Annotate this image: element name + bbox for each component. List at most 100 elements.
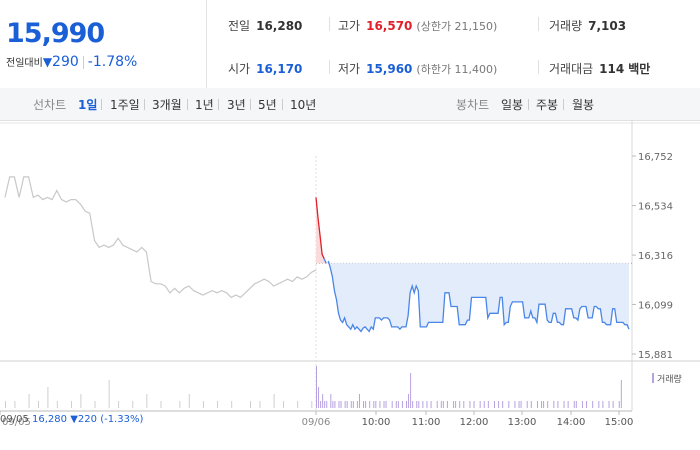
- volume-bar: [618, 401, 620, 408]
- volume-bar: [297, 401, 299, 408]
- candle-tab-monthly[interactable]: 월봉: [572, 98, 595, 112]
- volume-bar: [47, 387, 49, 408]
- volume-bar: [283, 401, 285, 408]
- volume-bar: [541, 401, 543, 408]
- down-triangle-icon: ▼: [70, 414, 78, 425]
- lower-limit: (하한가 11,400): [416, 63, 498, 76]
- volume-bar: [479, 401, 481, 408]
- volume-bar: [408, 394, 410, 408]
- change-row: 전일대비▼290 -1.78%: [6, 54, 137, 70]
- volume-bar: [375, 401, 377, 408]
- divider: [101, 99, 102, 110]
- volume-bar: [463, 401, 465, 408]
- period-tab-1d[interactable]: 1일: [78, 98, 98, 112]
- volume-bar: [311, 401, 313, 408]
- volume-legend-label: 거래량: [657, 373, 682, 385]
- volume-bar: [379, 401, 381, 408]
- quote-header: 15,990 전일대비▼290 -1.78% 전일 16,280 시가 16,170 …: [0, 0, 700, 89]
- volume-bar: [363, 401, 365, 408]
- volume-bar: [553, 401, 555, 408]
- volume-bar: [446, 401, 448, 408]
- divider: [282, 99, 283, 110]
- volume-bar: [514, 401, 516, 408]
- period-tab-3m[interactable]: 3개월: [152, 98, 182, 112]
- divider: [218, 99, 219, 110]
- prev-day-price: 16,280: [32, 414, 68, 425]
- stat-value: 114: [599, 62, 625, 76]
- volume-bar: [469, 401, 471, 408]
- volume-bar: [118, 401, 120, 408]
- period-tab-10y[interactable]: 10년: [290, 98, 317, 112]
- volume-bar: [146, 394, 148, 408]
- x-tick-label: 12:00: [460, 417, 489, 428]
- volume-bar: [526, 401, 528, 408]
- period-tab-3y[interactable]: 3년: [227, 98, 246, 112]
- volume-bar: [412, 401, 414, 408]
- volume-bar: [536, 401, 538, 408]
- divider: [329, 17, 330, 31]
- volume-bar: [70, 401, 72, 408]
- volume-bar: [557, 401, 559, 408]
- volume-bar: [498, 401, 500, 408]
- volume-bar: [231, 401, 233, 408]
- divider: [82, 55, 84, 69]
- divider: [528, 99, 529, 110]
- volume-bar: [530, 401, 532, 408]
- stat-prev-close: 전일 16,280: [228, 17, 302, 34]
- volume-bar: [188, 394, 190, 408]
- stat-label: 거래대금: [549, 62, 594, 76]
- volume-bar: [344, 401, 346, 408]
- x-tick-label: 10:00: [362, 417, 391, 428]
- volume-bar: [493, 401, 495, 408]
- volume-bar: [397, 401, 399, 408]
- x-tick-label: 13:00: [508, 417, 537, 428]
- volume-bar: [586, 401, 588, 408]
- volume-bar: [14, 401, 16, 408]
- volume-bar: [108, 380, 110, 408]
- volume-bar: [581, 401, 583, 408]
- volume-bar: [318, 387, 320, 408]
- volume-bar: [56, 401, 58, 408]
- volume-bar: [543, 401, 545, 408]
- stat-high: 고가 16,570 (상한가 21,150): [338, 17, 497, 34]
- period-tab-5y[interactable]: 5년: [258, 98, 277, 112]
- area-above-reference: [316, 197, 629, 264]
- volume-bar: [416, 401, 418, 408]
- candle-tab-daily[interactable]: 일봉: [501, 98, 524, 112]
- volume-bar: [356, 401, 358, 408]
- series-line-today: [323, 258, 630, 333]
- x-tick-label: 15:00: [605, 417, 634, 428]
- candle-tab-weekly[interactable]: 주봉: [536, 98, 559, 112]
- volume-bar: [573, 401, 575, 408]
- y-tick-label: 16,752: [638, 152, 673, 163]
- volume-bar: [365, 401, 367, 408]
- volume-bar: [453, 401, 455, 408]
- volume-bar: [160, 401, 162, 408]
- divider: [329, 60, 330, 74]
- volume-bar: [94, 401, 96, 408]
- stat-unit: 백만: [628, 62, 651, 76]
- period-tab-1w[interactable]: 1주일: [110, 98, 140, 112]
- candle-chart-label: 봉차트: [456, 98, 490, 112]
- divider: [250, 99, 251, 110]
- stat-value: 16,570: [366, 19, 413, 33]
- volume-bar: [340, 401, 342, 408]
- volume-bar: [395, 401, 397, 408]
- volume-bar: [5, 401, 6, 408]
- volume-bar: [612, 401, 614, 408]
- divider: [563, 99, 564, 110]
- prev-day-pct: (-1.33%): [100, 414, 144, 425]
- volume-bar: [518, 401, 520, 408]
- volume-bar: [520, 401, 522, 408]
- stat-label: 시가: [228, 62, 251, 76]
- stat-label: 저가: [338, 62, 361, 76]
- prev-day-change: 220: [77, 414, 97, 425]
- volume-bar: [567, 401, 569, 408]
- volume-bar: [334, 401, 336, 408]
- chart-toolbar: 선차트 1일 1주일 3개월 1년 3년 5년 10년 봉차트 일봉 주봉 월봉: [0, 88, 700, 121]
- volume-bar: [373, 401, 375, 408]
- period-tab-1y[interactable]: 1년: [195, 98, 214, 112]
- prev-day-date: 09/05: [0, 414, 29, 425]
- volume-bar: [436, 401, 438, 408]
